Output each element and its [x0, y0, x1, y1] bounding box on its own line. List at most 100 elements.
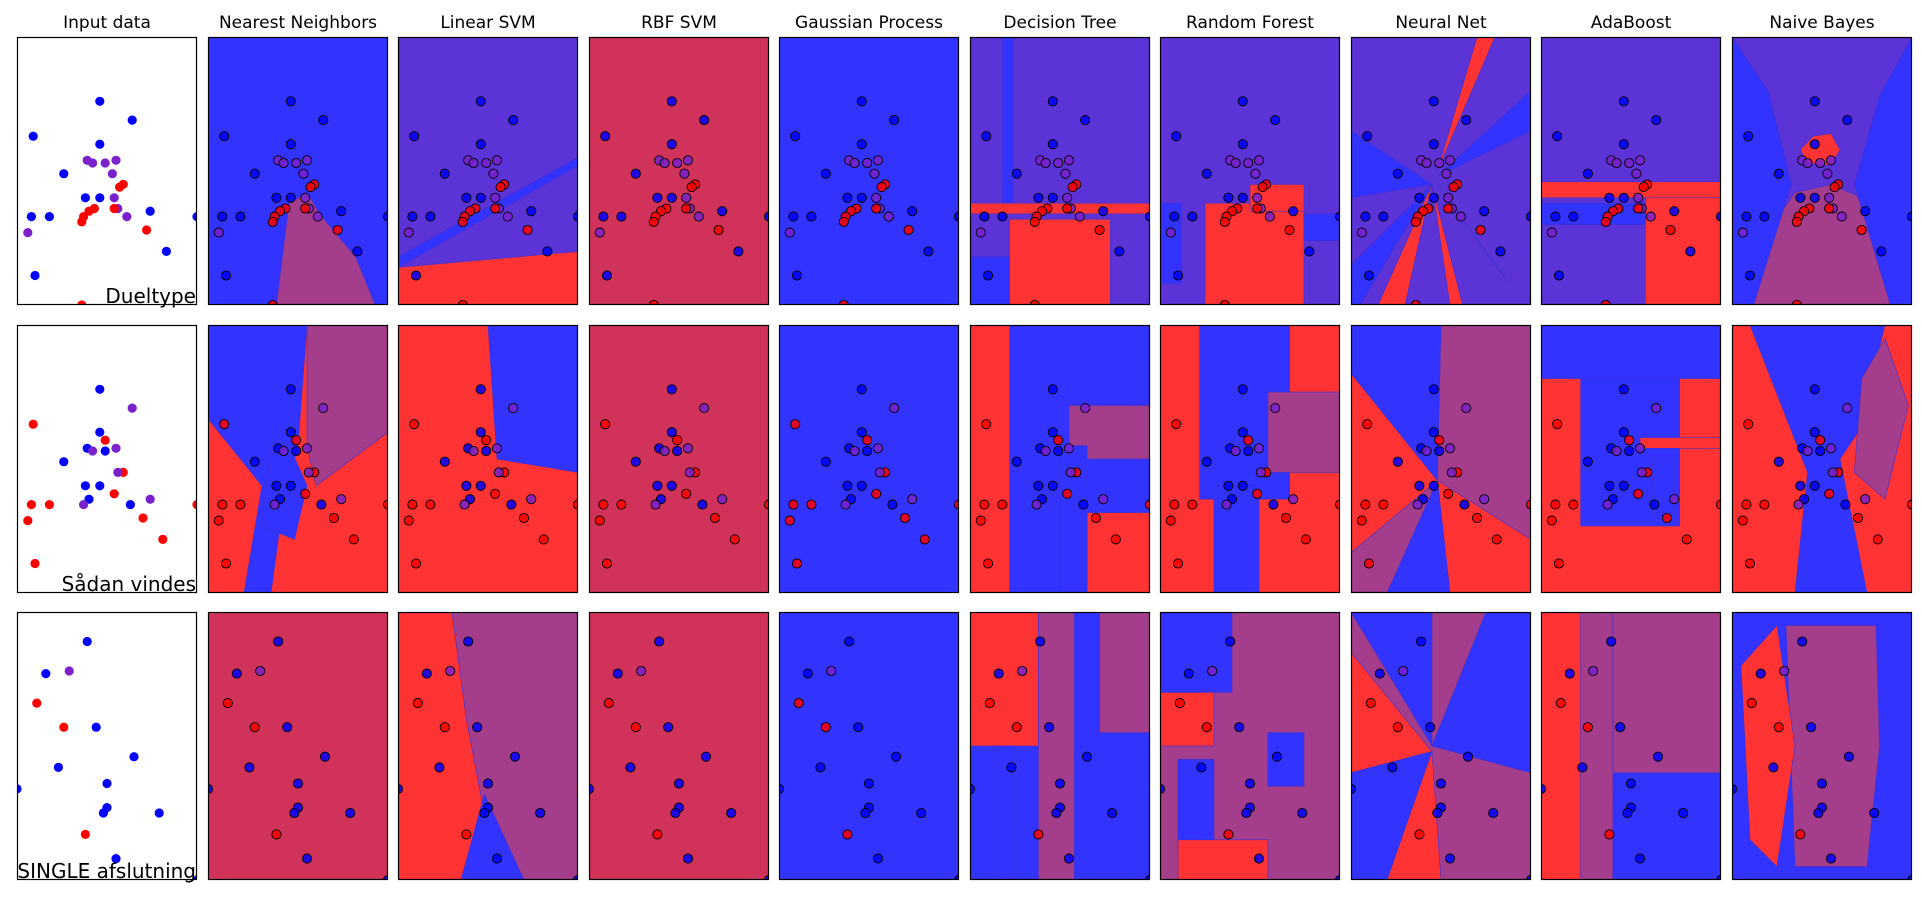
data-point-blue [1237, 384, 1248, 395]
data-point-red [490, 488, 501, 499]
data-point-blue [733, 246, 744, 257]
data-point-red [1741, 499, 1752, 510]
data-point-blue [98, 808, 108, 818]
data-point-blue [726, 807, 737, 819]
data-point-blue [860, 807, 871, 819]
column-title-linear-svm: Linear SVM [440, 13, 535, 33]
data-point-purple [659, 445, 670, 457]
data-point-red [652, 829, 663, 840]
region-shape [1645, 197, 1721, 305]
data-point-purple [109, 193, 119, 203]
data-point-purple [1221, 499, 1232, 510]
region-shape [1740, 624, 1796, 868]
region-background [589, 37, 769, 305]
data-points [594, 384, 769, 569]
data-point-blue [700, 751, 712, 762]
data-point-purple [269, 499, 280, 510]
data-point-blue [1011, 168, 1022, 179]
data-point-blue [1428, 192, 1439, 203]
panel-frame [969, 611, 1151, 881]
panel-frame [207, 36, 389, 306]
data-point-blue [856, 139, 867, 150]
data-point-red [1011, 722, 1022, 733]
panel-s-dan-vindes-naive-bayes [1731, 324, 1913, 594]
data-points [784, 96, 959, 305]
data-point-red [249, 722, 260, 733]
data-point-red [538, 534, 549, 545]
data-point-blue [1114, 246, 1125, 257]
data-point-red [862, 435, 873, 446]
data-point-blue [863, 778, 875, 789]
data-point-red [1600, 216, 1611, 227]
data-point-blue [1080, 115, 1091, 126]
data-point-red [28, 419, 38, 429]
data-point-purple [679, 168, 690, 179]
decision-region [970, 37, 1150, 305]
panel-dueltype-rbf-svm [588, 36, 770, 306]
region-shape [451, 612, 578, 880]
data-point-purple [869, 168, 880, 179]
data-point-purple [684, 467, 695, 478]
data-point-blue [1815, 445, 1826, 457]
data-point-purple [1421, 445, 1432, 457]
data-point-blue [80, 481, 90, 491]
data-point-purple [64, 666, 74, 676]
data-point-blue [421, 668, 432, 679]
data-point-purple [1412, 499, 1423, 510]
data-point-purple [88, 446, 98, 456]
panel-frame [1731, 611, 1913, 881]
column-title-gaussian-process: Gaussian Process [795, 13, 943, 33]
data-point-red [876, 182, 887, 193]
data-point-purple [717, 494, 728, 505]
data-point-blue [872, 853, 884, 864]
data-point-blue [600, 131, 611, 142]
data-point-blue [479, 807, 490, 819]
data-point-red [481, 435, 492, 446]
data-point-red [984, 698, 995, 709]
region-shape [1377, 184, 1433, 305]
data-point-purple [1634, 155, 1646, 166]
data-point-purple [826, 665, 837, 677]
data-point-blue [1169, 211, 1180, 222]
region-shape [1002, 37, 1014, 204]
data-point-red [300, 203, 311, 214]
data-point-red [603, 698, 614, 709]
data-point-red [1284, 224, 1295, 236]
data-points [1165, 96, 1340, 305]
data-point-blue [842, 480, 853, 491]
data-point-red [1062, 488, 1073, 499]
data-point-blue [1223, 192, 1234, 203]
data-point-blue [1809, 384, 1820, 395]
panel-frame [16, 324, 198, 594]
decision-region [779, 612, 959, 880]
data-point-red [332, 224, 343, 236]
data-point-red [763, 499, 769, 510]
data-points [1546, 384, 1721, 569]
data-point-blue [1172, 270, 1184, 281]
decision-region [17, 325, 197, 593]
data-point-purple [122, 212, 132, 222]
data-point-blue [472, 722, 483, 733]
data-point-purple [1611, 445, 1622, 457]
data-point-blue [1268, 499, 1279, 510]
data-point-purple [488, 168, 499, 179]
panel-dueltype-linear-svm [397, 36, 579, 306]
data-point-purple [1669, 494, 1680, 505]
data-point-blue [1678, 807, 1689, 819]
data-point-blue [663, 722, 674, 733]
data-point-blue [907, 206, 918, 217]
decision-region [1351, 37, 1531, 305]
data-point-red [1582, 722, 1593, 733]
data-point-purple [1793, 499, 1804, 510]
panel-s-dan-vindes-rbf-svm [588, 324, 770, 594]
data-point-red [1252, 203, 1263, 214]
data-point-blue [1618, 192, 1629, 203]
data-point-purple [1230, 157, 1241, 169]
data-points [1351, 636, 1531, 880]
data-point-red [982, 558, 994, 569]
data-point-purple [255, 665, 266, 677]
region-shape [1386, 479, 1451, 593]
data-point-purple [100, 158, 110, 168]
data-point-purple [145, 494, 155, 504]
data-point-purple [1270, 403, 1281, 414]
